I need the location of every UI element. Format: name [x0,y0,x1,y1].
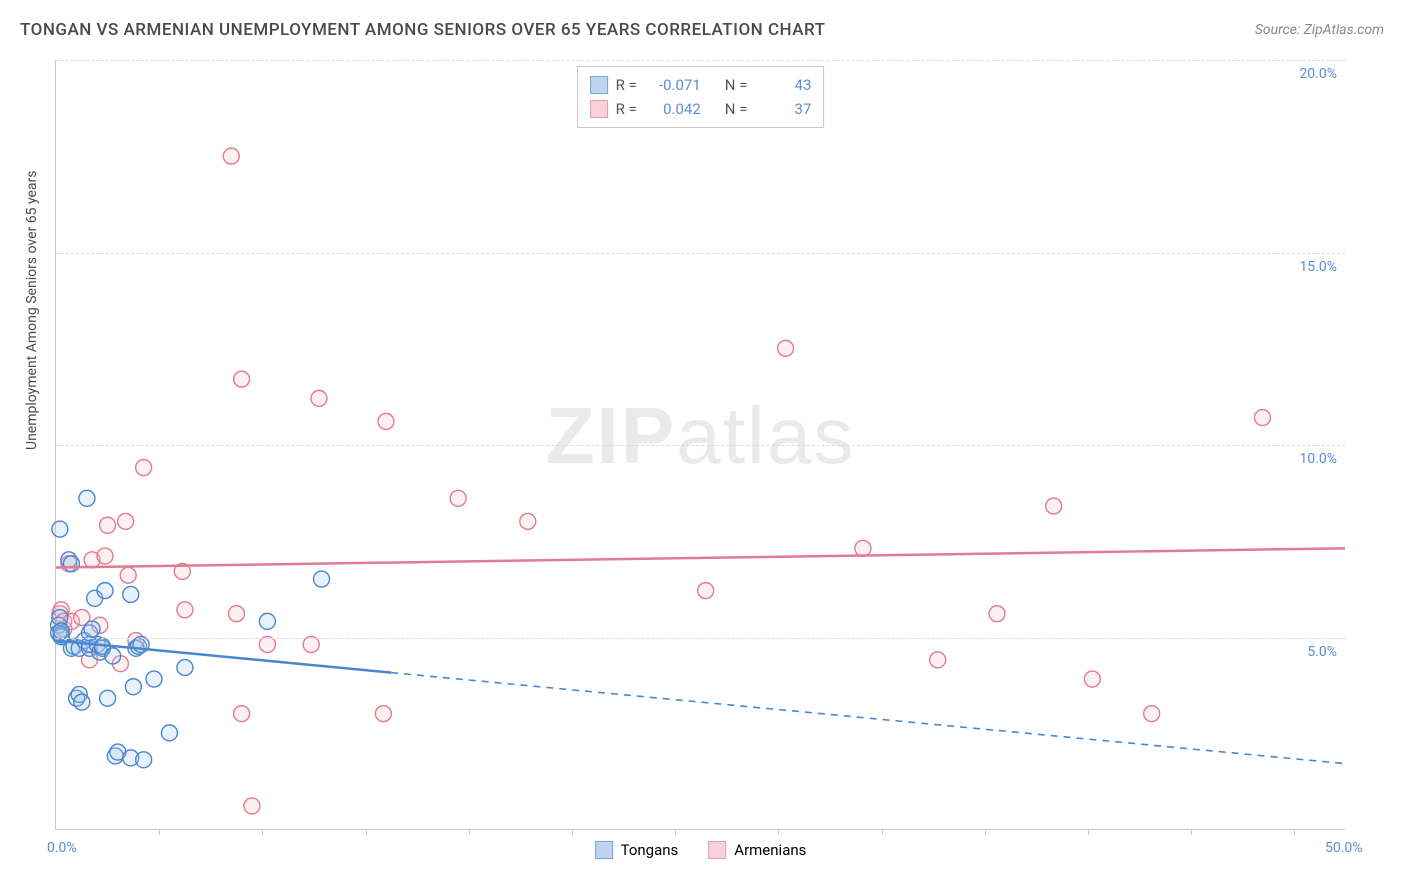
data-point [450,490,466,506]
y-axis-label: Unemployment Among Seniors over 65 years [24,171,40,451]
data-point [375,706,391,722]
data-point [100,517,116,533]
legend-label-tongans: Tongans [621,841,679,859]
data-point [1144,706,1160,722]
data-point [120,567,136,583]
data-point [303,636,319,652]
legend-item-armenians: Armenians [708,841,806,859]
data-point [136,752,152,768]
data-point [223,148,239,164]
source-attribution: Source: ZipAtlas.com [1255,22,1384,38]
y-tick-label: 20.0% [1299,66,1337,82]
series-legend: Tongans Armenians [595,841,807,859]
x-tick [366,829,367,835]
data-point [930,652,946,668]
data-point [161,725,177,741]
data-point [125,679,141,695]
x-tick [1088,829,1089,835]
data-point [146,671,162,687]
x-axis-end-label: 50.0% [1325,840,1363,856]
x-tick [469,829,470,835]
x-tick [675,829,676,835]
grid-line [56,638,1345,639]
correlation-legend: R = -0.071 N = 43 R = 0.042 N = 37 [577,66,825,128]
data-point [778,340,794,356]
data-point [520,513,536,529]
data-point [311,390,327,406]
data-point [1084,671,1100,687]
swatch-tongans-icon [590,76,608,94]
grid-line [56,445,1345,446]
data-point [259,613,275,629]
swatch-armenians-icon [708,841,726,859]
n-label: N = [725,97,748,121]
n-label: N = [725,73,748,97]
data-point [1046,498,1062,514]
plot-area: ZIPatlas R = -0.071 N = 43 R = 0.042 N =… [55,60,1345,830]
y-tick-label: 5.0% [1307,644,1337,660]
data-point [314,571,330,587]
data-point [52,521,68,537]
data-point [79,490,95,506]
r-value-tongans: -0.071 [645,73,701,97]
y-tick-label: 10.0% [1299,451,1337,467]
x-tick [985,829,986,835]
data-point [989,606,1005,622]
trend-line-extrapolated [391,673,1345,764]
x-axis-origin-label: 0.0% [47,840,77,856]
data-point [234,371,250,387]
x-tick [778,829,779,835]
data-point [234,706,250,722]
data-point [118,513,134,529]
grid-line [56,253,1345,254]
n-value-armenians: 37 [755,97,811,121]
swatch-tongans-icon [595,841,613,859]
n-value-tongans: 43 [755,73,811,97]
data-point [177,660,193,676]
data-point [855,540,871,556]
data-point [1255,410,1271,426]
data-point [100,690,116,706]
x-tick [1191,829,1192,835]
grid-line [56,60,1345,61]
data-point [84,621,100,637]
data-point [244,798,260,814]
data-point [136,460,152,476]
data-point [97,548,113,564]
data-point [259,636,275,652]
correlation-row-armenians: R = 0.042 N = 37 [590,97,812,121]
trend-line [56,548,1345,567]
x-tick [159,829,160,835]
x-tick [572,829,573,835]
data-point [228,606,244,622]
r-label: R = [616,73,637,97]
data-point [105,648,121,664]
correlation-row-tongans: R = -0.071 N = 43 [590,73,812,97]
data-point [123,586,139,602]
swatch-armenians-icon [590,100,608,118]
legend-item-tongans: Tongans [595,841,679,859]
data-point [698,583,714,599]
chart-title: TONGAN VS ARMENIAN UNEMPLOYMENT AMONG SE… [20,20,826,40]
x-tick [882,829,883,835]
data-point [378,413,394,429]
data-point [177,602,193,618]
data-point [63,556,79,572]
legend-label-armenians: Armenians [734,841,806,859]
r-label: R = [616,97,637,121]
y-tick-label: 15.0% [1299,259,1337,275]
data-point [97,583,113,599]
r-value-armenians: 0.042 [645,97,701,121]
x-tick [1294,829,1295,835]
x-tick [262,829,263,835]
data-point [74,694,90,710]
